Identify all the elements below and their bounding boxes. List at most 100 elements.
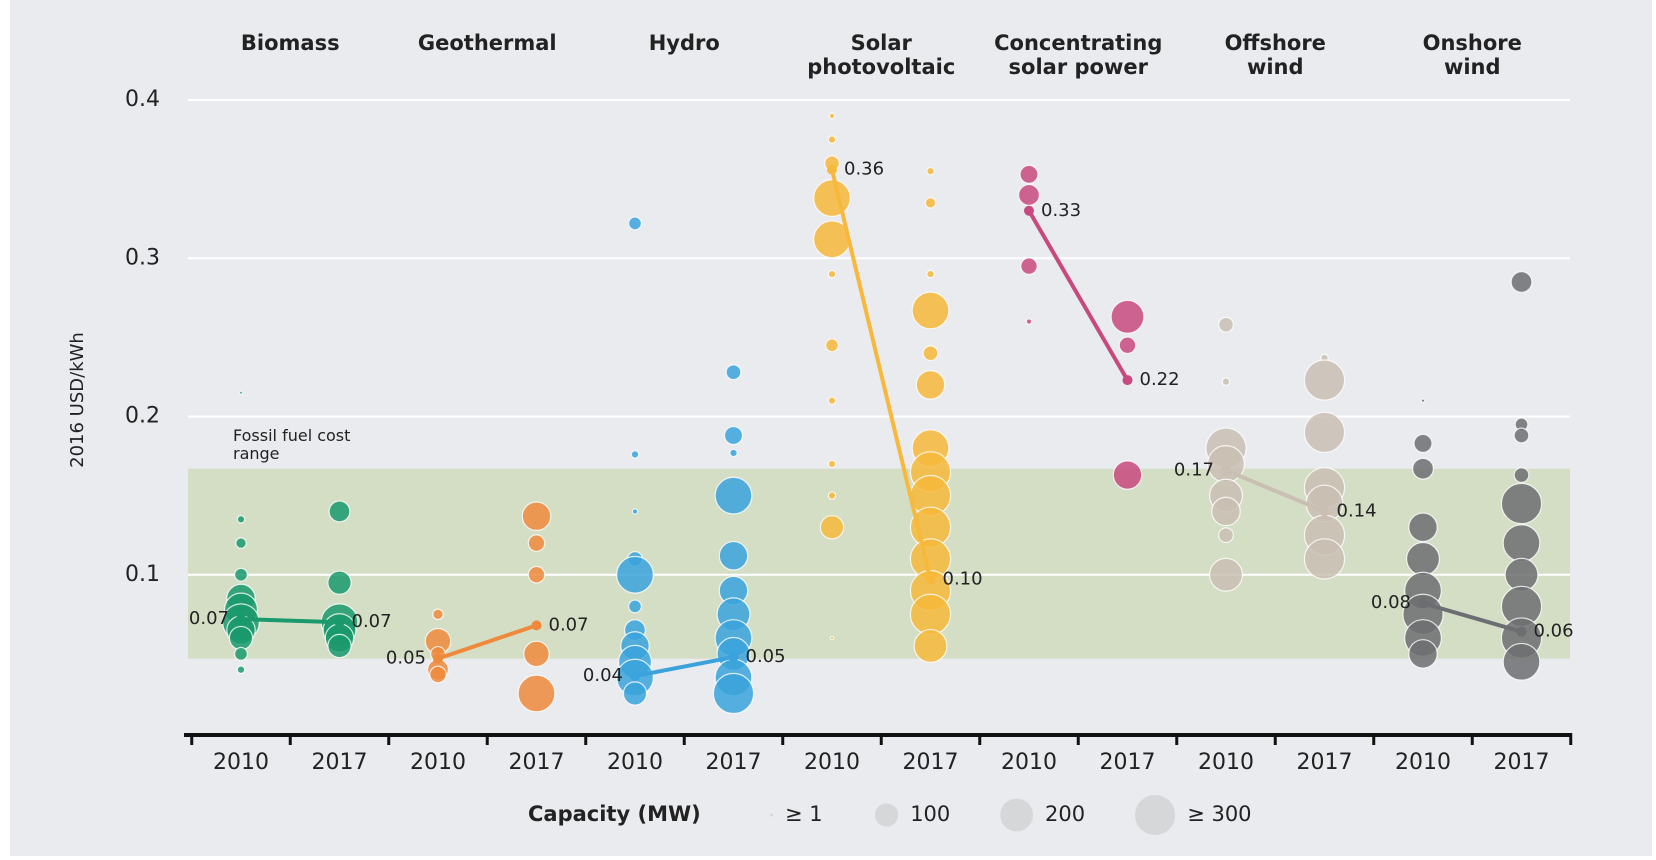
bubble	[1019, 164, 1039, 184]
x-tick-label: 2017	[312, 750, 368, 775]
bubble	[432, 608, 444, 621]
fossil-band	[188, 468, 1570, 659]
y-tick-label: 0.1	[125, 562, 160, 587]
bubble	[234, 646, 248, 661]
average-point	[531, 620, 542, 631]
average-label: 0.14	[1337, 500, 1377, 521]
average-line	[1422, 601, 1523, 634]
bubble	[1303, 359, 1346, 401]
bubble	[328, 500, 351, 523]
bubble	[1408, 639, 1438, 669]
bubble	[926, 269, 935, 279]
bubble	[1412, 457, 1434, 480]
y-tick-label: 0.2	[125, 404, 160, 429]
bubble	[829, 635, 835, 641]
legend-bubble	[770, 813, 773, 817]
bubble	[714, 476, 753, 515]
average-point	[1418, 598, 1428, 609]
average-line	[1225, 468, 1326, 514]
legend-bubble	[1135, 794, 1176, 836]
x-tick-label: 2010	[410, 750, 466, 775]
group-label: Offshore wind	[1224, 31, 1326, 79]
average-point	[925, 574, 936, 585]
y-tick-label: 0.3	[125, 245, 160, 270]
average-point	[236, 614, 246, 625]
average-label: 0.07	[352, 611, 392, 632]
bubble	[828, 112, 836, 120]
bubble	[622, 681, 648, 706]
bubble	[723, 425, 744, 446]
bubble	[924, 197, 937, 209]
y-axis-label: 2016 USD/kWh	[67, 332, 88, 468]
series-group	[1205, 316, 1346, 592]
average-line	[1027, 209, 1130, 382]
bubble	[1218, 527, 1234, 544]
bubble	[521, 501, 552, 532]
average-point	[728, 652, 739, 663]
bubble	[909, 593, 952, 636]
average-label: 0.17	[1174, 459, 1214, 480]
group-label: Solar photovoltaic	[807, 31, 956, 79]
y-tick-label: 0.4	[125, 87, 160, 112]
bubble	[1018, 183, 1040, 206]
bubble	[718, 540, 749, 571]
average-label: 0.10	[943, 568, 983, 589]
average-label: 0.33	[1041, 200, 1081, 221]
bubble	[1020, 257, 1038, 275]
bubble	[1405, 541, 1441, 576]
x-tick-label: 2017	[1297, 750, 1353, 775]
bubble	[827, 396, 837, 405]
average-point	[630, 671, 640, 682]
bubble	[1510, 271, 1533, 293]
bubble	[234, 567, 248, 582]
x-tick-label: 2010	[1395, 750, 1451, 775]
series-group	[1402, 271, 1543, 681]
bubble	[630, 450, 640, 459]
bubble	[236, 665, 246, 674]
bubble	[1408, 512, 1438, 543]
average-point	[827, 164, 837, 175]
bubble	[825, 338, 839, 353]
bubble	[827, 135, 837, 144]
average-label: 0.04	[583, 665, 623, 686]
bubble	[1303, 411, 1346, 454]
bubble	[827, 459, 837, 469]
bubble	[1025, 318, 1033, 325]
bubble	[1211, 496, 1241, 527]
series-group	[813, 112, 952, 663]
x-tick-label: 2010	[1198, 750, 1254, 775]
bubble	[616, 555, 654, 594]
average-line	[634, 655, 734, 678]
legend-label: 200	[1045, 802, 1085, 826]
average-label: 0.36	[844, 159, 884, 180]
x-tick-label: 2017	[706, 750, 762, 775]
group-label: Geothermal	[417, 31, 557, 55]
x-tick-label: 2017	[509, 750, 565, 775]
bubble	[1502, 524, 1541, 563]
bubble	[827, 269, 837, 279]
series-group	[1018, 164, 1145, 490]
x-tick-label: 2010	[607, 750, 663, 775]
x-tick-label: 2010	[804, 750, 860, 775]
bubble	[527, 565, 546, 584]
group-label: Onshore wind	[1422, 31, 1522, 79]
average-point	[1319, 506, 1330, 517]
bubble	[926, 166, 935, 176]
bubble	[911, 291, 950, 330]
bubble	[1221, 377, 1231, 386]
x-tick-label: 2017	[1494, 750, 1550, 775]
average-line	[240, 617, 340, 625]
average-label: 0.05	[746, 646, 786, 667]
bubble	[1513, 427, 1530, 444]
bubble	[729, 448, 738, 458]
average-line	[437, 623, 538, 661]
x-tick-label: 2010	[213, 750, 269, 775]
bubble	[1118, 336, 1137, 355]
bubble	[1413, 433, 1433, 453]
average-label: 0.08	[1371, 592, 1411, 613]
average-label: 0.22	[1140, 369, 1180, 390]
average-label: 0.06	[1534, 621, 1574, 642]
average-line	[830, 169, 933, 580]
average-point	[1122, 375, 1133, 386]
